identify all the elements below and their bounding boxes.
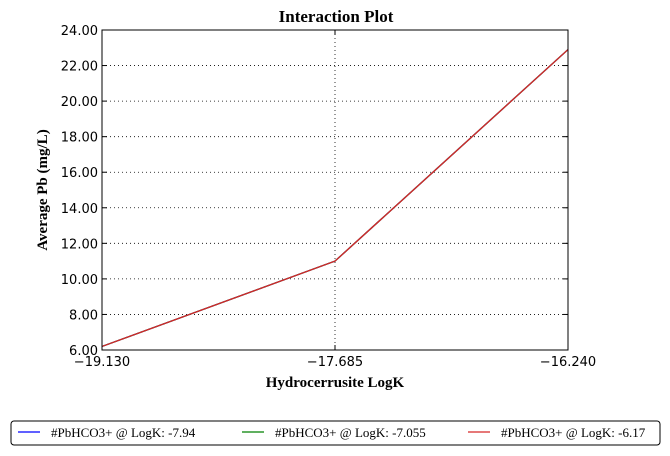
y-tick-label: 14.00 xyxy=(61,202,98,217)
x-tick-label: −16.240 xyxy=(540,355,596,370)
y-tick-label: 16.00 xyxy=(61,166,98,181)
legend-entry: #PbHCO3+ @ LogK: -7.94 xyxy=(51,425,196,440)
x-axis-label: Hydrocerrusite LogK xyxy=(266,375,405,391)
legend: #PbHCO3+ @ LogK: -7.94 #PbHCO3+ @ LogK: -… xyxy=(10,420,661,446)
y-tick-label: 18.00 xyxy=(61,131,98,146)
x-tick-labels: −19.130 −17.685 −16.240 xyxy=(74,355,596,370)
legend-box xyxy=(10,420,661,446)
ticks xyxy=(101,29,569,351)
x-tick-label: −17.685 xyxy=(307,355,363,370)
y-axis-label: Average Pb (mg/L) xyxy=(35,129,51,250)
y-tick-labels: 6.00 8.00 10.00 12.00 14.00 16.00 18.00 20.00 22… xyxy=(61,24,98,359)
y-tick-label: 12.00 xyxy=(61,237,98,252)
legend-entry: #PbHCO3+ @ LogK: -7.055 xyxy=(275,425,426,440)
series-line-3 xyxy=(101,49,569,348)
y-tick-label: 22.00 xyxy=(61,60,98,75)
chart-title: Interaction Plot xyxy=(279,7,394,26)
y-tick-label: 8.00 xyxy=(69,308,98,323)
legend-entry: #PbHCO3+ @ LogK: -6.17 xyxy=(501,425,646,440)
grid xyxy=(102,30,568,350)
series-lines xyxy=(101,49,569,348)
y-tick-label: 24.00 xyxy=(61,24,98,39)
y-tick-label: 20.00 xyxy=(61,95,98,110)
y-tick-label: 6.00 xyxy=(69,344,98,359)
x-tick-label: −19.130 xyxy=(74,355,130,370)
y-tick-label: 10.00 xyxy=(61,273,98,288)
